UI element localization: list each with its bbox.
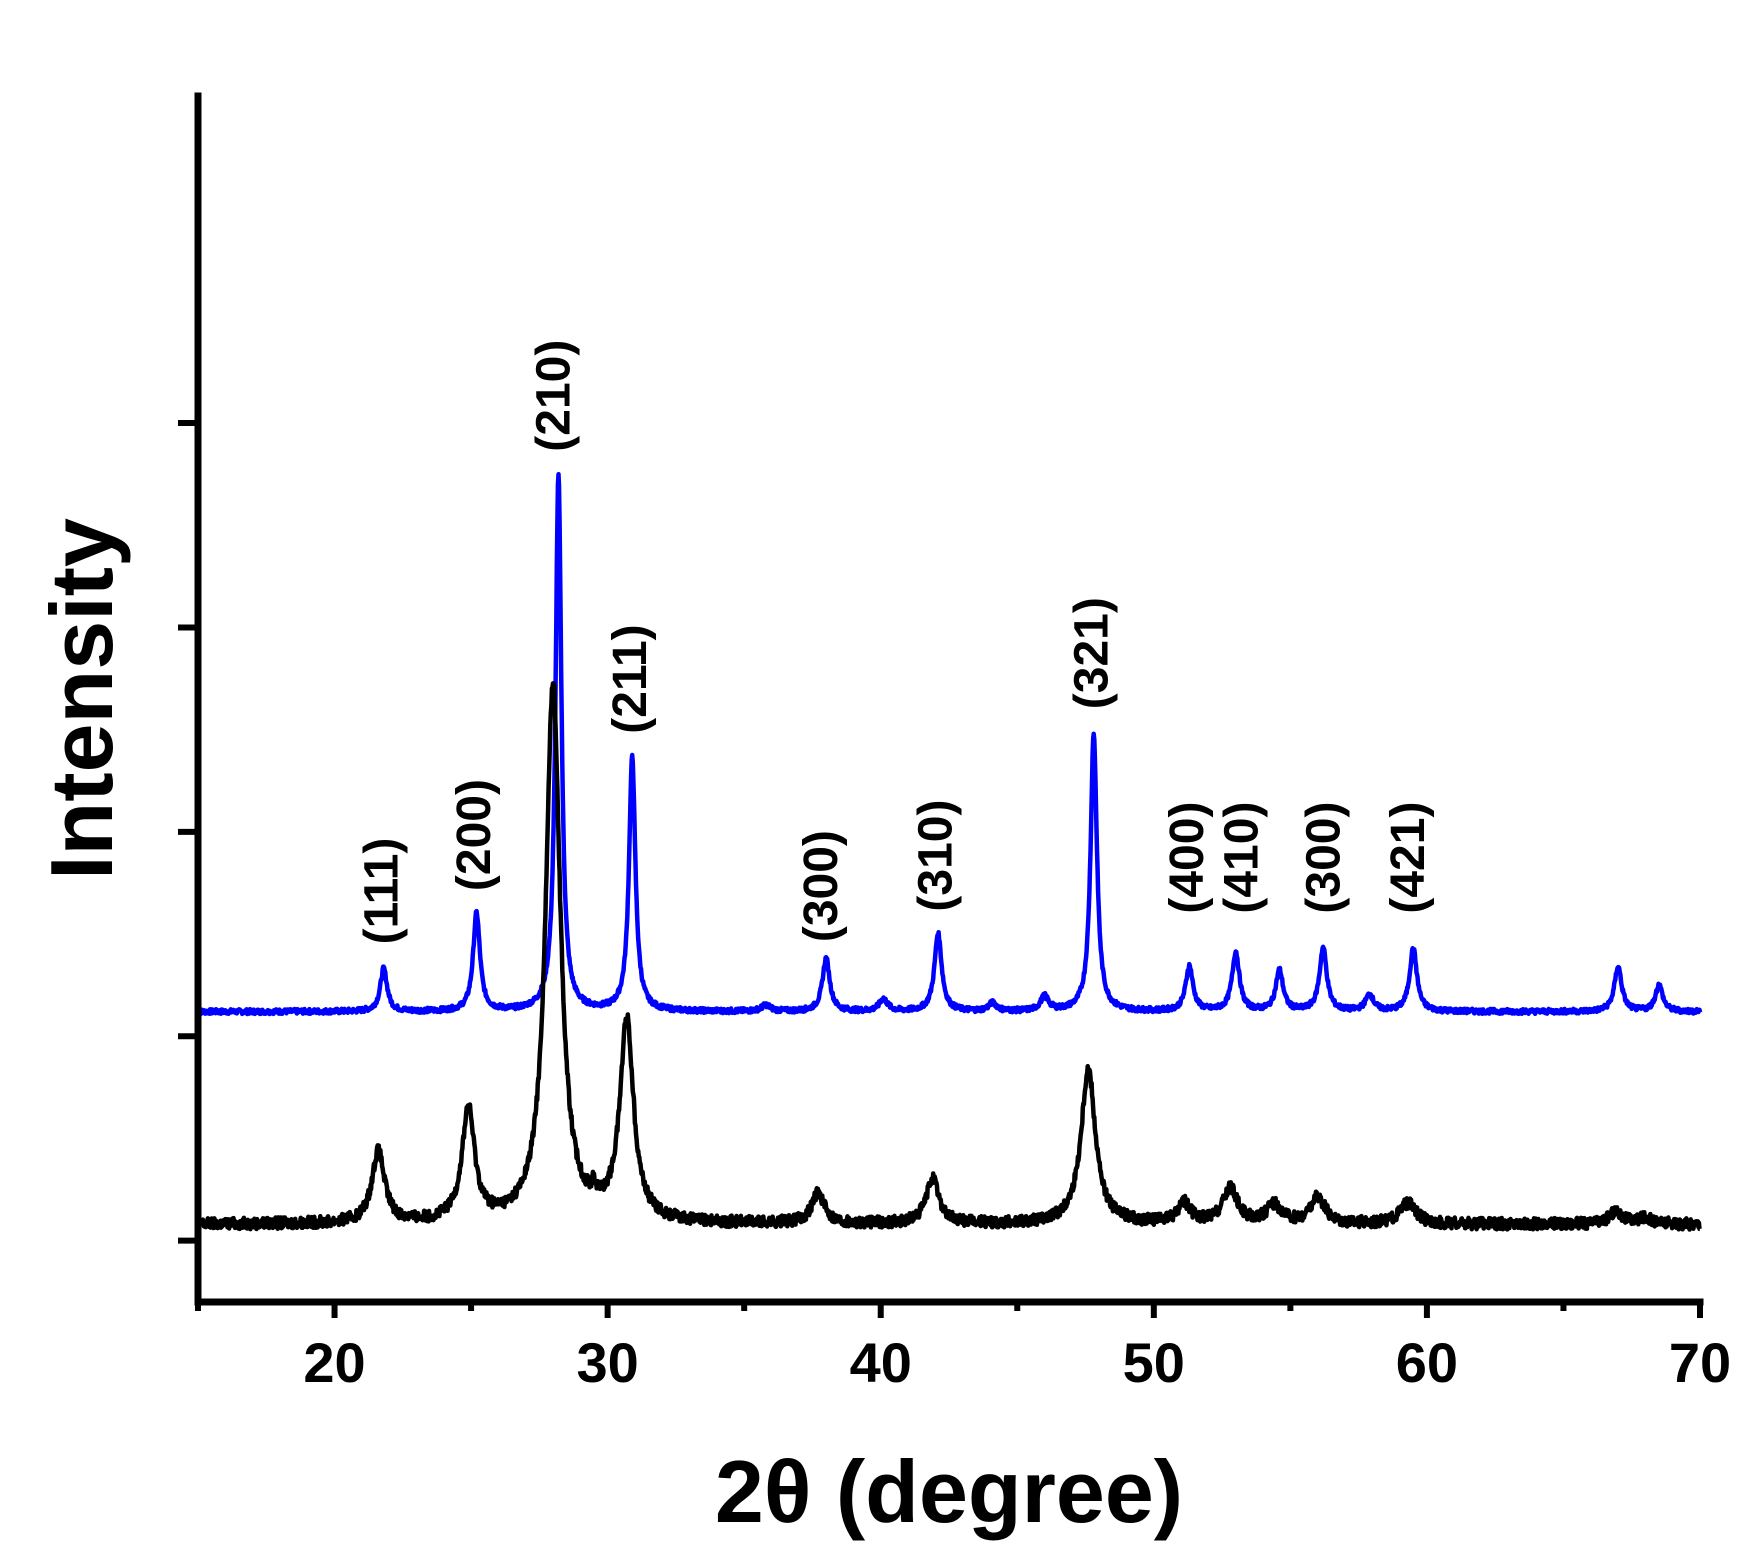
peak-label: (310) [910, 800, 963, 912]
x-tick-label: 70 [1669, 1331, 1731, 1394]
x-tick-label: 60 [1396, 1331, 1458, 1394]
x-tick-label: 30 [576, 1331, 638, 1394]
plot-area: (111) (200) (210) (211) (300) (310) (321) (400)… [178, 92, 1731, 1394]
y-axis-title: Intensity [32, 518, 131, 880]
axes: 20 30 40 50 60 70 [178, 92, 1731, 1394]
peak-label: (400) [1161, 802, 1214, 914]
series-layer [195, 472, 1703, 1232]
peak-label: (300) [795, 830, 848, 942]
peak-label: (300) [1298, 802, 1351, 914]
x-tick-label: 40 [850, 1331, 912, 1394]
series-line-2 [195, 681, 1702, 1232]
peak-label: (421) [1382, 802, 1435, 914]
peak-label: (210) [527, 340, 580, 452]
peak-label: (200) [448, 779, 501, 891]
peak-label: (111) [355, 838, 408, 945]
annotation-layer: (111) (200) (210) (211) (300) (310) (321) (400)… [355, 340, 1435, 945]
peak-label: (410) [1216, 802, 1269, 914]
peak-label: (321) [1065, 597, 1118, 709]
x-axis-title: 2θ (degree) [715, 1442, 1183, 1541]
series-line-1 [196, 472, 1703, 1017]
peak-label: (211) [604, 624, 657, 733]
x-tick-label: 20 [303, 1331, 365, 1394]
x-tick-label: 50 [1123, 1331, 1185, 1394]
